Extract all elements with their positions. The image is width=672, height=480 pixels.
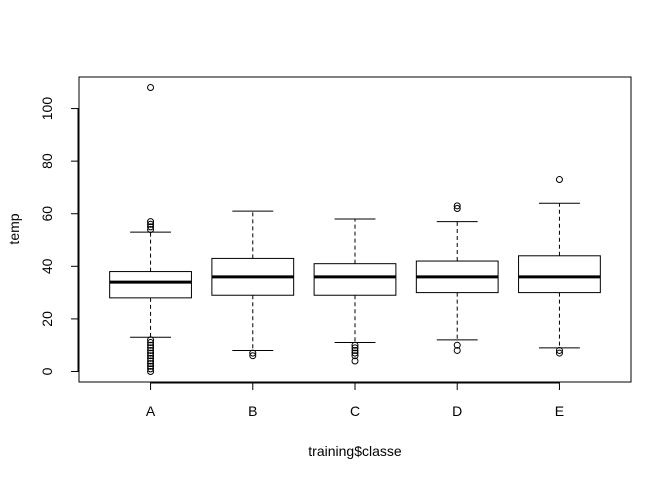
- outlier-point: [147, 339, 155, 347]
- outlier-point: [555, 349, 563, 357]
- y-tick-label: 40: [39, 258, 55, 274]
- y-tick-label: 60: [39, 206, 55, 222]
- outlier-point: [147, 226, 155, 233]
- outlier-point: [147, 223, 155, 231]
- y-tick-label: 80: [39, 153, 55, 169]
- outlier-point: [249, 349, 257, 357]
- outlier-point: [351, 352, 359, 360]
- outlier-point: [147, 360, 155, 368]
- outlier-point: [147, 352, 155, 360]
- x-axis-label: training$classe: [308, 443, 402, 459]
- box-iqr: [518, 255, 601, 294]
- outlier-point: [351, 349, 359, 357]
- y-tick-label: 20: [39, 311, 55, 327]
- y-tick-label: 0: [39, 367, 55, 375]
- outlier-point: [453, 202, 461, 210]
- box-A: [109, 84, 192, 375]
- outlier-point: [249, 352, 257, 360]
- plot-frame: [78, 76, 632, 383]
- outlier-point: [351, 346, 359, 354]
- outlier-point: [555, 176, 563, 184]
- outlier-point: [147, 346, 155, 354]
- box-D: [415, 202, 499, 354]
- x-tick-label: C: [350, 403, 360, 419]
- outlier-point: [147, 354, 155, 362]
- boxes: [109, 84, 601, 375]
- outlier-point: [351, 357, 359, 365]
- x-tick-label: D: [452, 403, 462, 419]
- outlier-point: [147, 362, 155, 370]
- outlier-point: [147, 349, 155, 357]
- x-axis: A B C D E: [146, 382, 564, 419]
- outlier-point: [147, 357, 155, 365]
- outlier-point: [147, 341, 155, 349]
- outlier-point: [147, 84, 155, 92]
- box-iqr: [313, 263, 397, 296]
- outlier-point: [147, 220, 155, 228]
- outlier-point: [147, 365, 155, 373]
- x-tick-label: E: [555, 403, 564, 419]
- outlier-point: [147, 367, 155, 375]
- box-iqr: [109, 271, 192, 299]
- outlier-point: [351, 344, 359, 352]
- outlier-point: [453, 346, 461, 354]
- y-axis-label: temp: [6, 213, 22, 244]
- x-tick-label: B: [248, 403, 257, 419]
- outlier-point: [147, 218, 155, 226]
- outlier-point: [147, 344, 155, 352]
- outlier-point: [351, 341, 359, 349]
- outlier-point: [453, 341, 461, 349]
- y-tick-label: 100: [39, 97, 55, 121]
- outlier-point: [453, 204, 461, 212]
- x-tick-label: A: [146, 403, 156, 419]
- box-E: [518, 176, 601, 357]
- box-C: [313, 218, 397, 365]
- outlier-point: [147, 336, 155, 344]
- outlier-point: [555, 346, 563, 354]
- box-B: [211, 210, 295, 360]
- y-axis: 0 20 40 60 80 100: [39, 97, 79, 375]
